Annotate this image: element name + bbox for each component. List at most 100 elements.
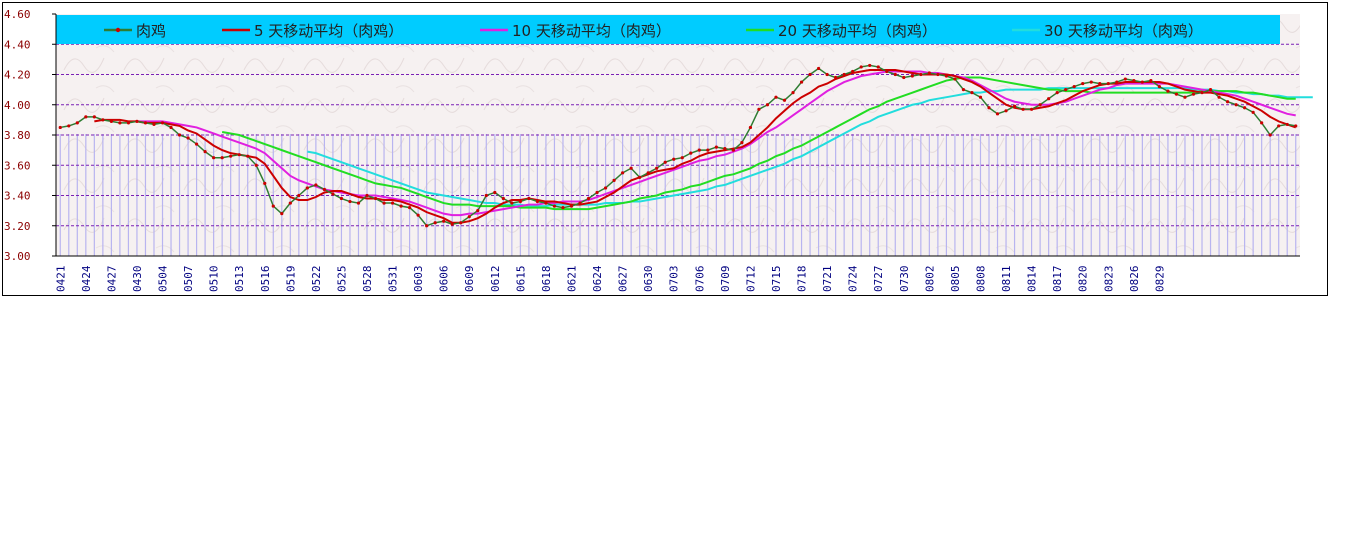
data-point	[535, 199, 540, 204]
data-point	[1123, 77, 1127, 81]
data-point	[1251, 110, 1255, 114]
x-tick-label: 0522	[310, 266, 323, 293]
data-point	[782, 98, 787, 102]
data-point	[842, 72, 846, 77]
legend-label-ma20: 20 天移动平均（肉鸡）	[778, 22, 937, 40]
x-tick-label: 0820	[1077, 266, 1090, 293]
x-tick-label: 0528	[361, 266, 374, 293]
x-tick-label: 0727	[872, 266, 885, 293]
data-point	[1081, 81, 1085, 86]
data-point	[254, 163, 258, 167]
data-point	[527, 196, 531, 201]
data-point	[731, 148, 735, 152]
data-point	[382, 201, 386, 205]
y-tick-label: 3.40	[4, 190, 31, 203]
data-point	[1132, 78, 1136, 83]
data-point	[834, 75, 838, 80]
x-tick-label: 0427	[105, 266, 118, 293]
data-point	[1225, 100, 1230, 104]
data-point	[1294, 124, 1298, 128]
x-tick-label: 0814	[1026, 265, 1039, 292]
data-point	[757, 107, 761, 111]
data-point	[1166, 89, 1170, 93]
x-tick-label: 0709	[719, 266, 732, 293]
data-point	[399, 204, 403, 208]
data-point	[714, 145, 718, 149]
data-point	[169, 125, 173, 130]
x-tick-label: 0703	[668, 266, 681, 293]
data-point	[663, 160, 667, 164]
data-point	[433, 221, 437, 225]
x-tick-label: 0507	[182, 266, 195, 293]
x-tick-label: 0817	[1051, 266, 1064, 293]
data-point	[1149, 78, 1153, 83]
data-point	[1038, 103, 1042, 107]
x-tick-label: 0724	[847, 265, 860, 292]
data-point	[544, 201, 548, 205]
data-point	[561, 206, 565, 210]
data-point	[75, 121, 79, 125]
data-point	[774, 95, 778, 99]
data-point	[1217, 95, 1221, 99]
data-point	[1115, 80, 1119, 84]
data-point	[194, 142, 199, 146]
data-point	[212, 156, 216, 160]
data-point	[655, 166, 659, 170]
x-tick-label: 0606	[438, 266, 451, 293]
x-tick-label: 0603	[412, 266, 425, 293]
series-line-ma30	[307, 87, 1313, 208]
data-point	[1183, 95, 1187, 99]
legend-label-price: 肉鸡	[136, 22, 166, 40]
x-tick-label: 0612	[489, 266, 502, 293]
data-point	[92, 115, 96, 119]
data-point	[280, 212, 284, 216]
data-point	[476, 209, 480, 213]
data-point	[67, 124, 71, 128]
x-tick-label: 0721	[821, 266, 834, 293]
data-point	[723, 147, 727, 151]
data-point	[1047, 97, 1051, 101]
gridlines	[56, 43, 1300, 227]
data-point	[799, 80, 804, 84]
x-tick-labels: 0421 0424 0427 0430 0504 0507 0510 0513 0516 0519…	[54, 265, 1166, 292]
data-point	[936, 72, 940, 77]
x-tick-label: 0615	[514, 266, 527, 293]
legend-label-ma5: 5 天移动平均（肉鸡）	[254, 22, 403, 40]
x-tick-label: 0621	[565, 266, 578, 293]
x-tick-label: 0531	[387, 266, 400, 293]
data-point	[740, 140, 744, 145]
data-point	[484, 193, 488, 198]
data-point	[689, 151, 693, 155]
data-point	[356, 201, 361, 205]
data-point	[1021, 107, 1025, 111]
data-point	[84, 115, 88, 119]
data-point	[569, 204, 574, 208]
y-tick-label: 3.80	[4, 129, 31, 142]
data-point	[297, 193, 301, 198]
data-point	[177, 133, 182, 137]
data-point	[425, 224, 429, 228]
data-point	[305, 186, 309, 190]
data-point	[143, 121, 148, 125]
data-point	[58, 125, 62, 130]
data-point	[237, 153, 241, 157]
data-point	[322, 187, 326, 192]
data-point	[1277, 124, 1281, 128]
data-point	[1030, 107, 1034, 111]
data-point	[1089, 80, 1093, 84]
data-point	[978, 95, 983, 99]
y-tick-label: 4.60	[4, 8, 31, 21]
x-tick-label: 0618	[540, 266, 553, 293]
data-point	[876, 65, 880, 69]
x-tick-label: 0718	[796, 266, 809, 293]
x-tick-label: 0715	[770, 266, 783, 293]
data-point	[271, 204, 275, 208]
data-point	[118, 121, 122, 125]
y-tick-label: 3.20	[4, 220, 31, 233]
data-point	[160, 121, 165, 125]
x-tick-label: 0823	[1102, 266, 1115, 293]
data-point	[408, 206, 412, 210]
data-point	[748, 125, 753, 130]
data-point	[1012, 104, 1017, 108]
data-point	[365, 193, 369, 198]
